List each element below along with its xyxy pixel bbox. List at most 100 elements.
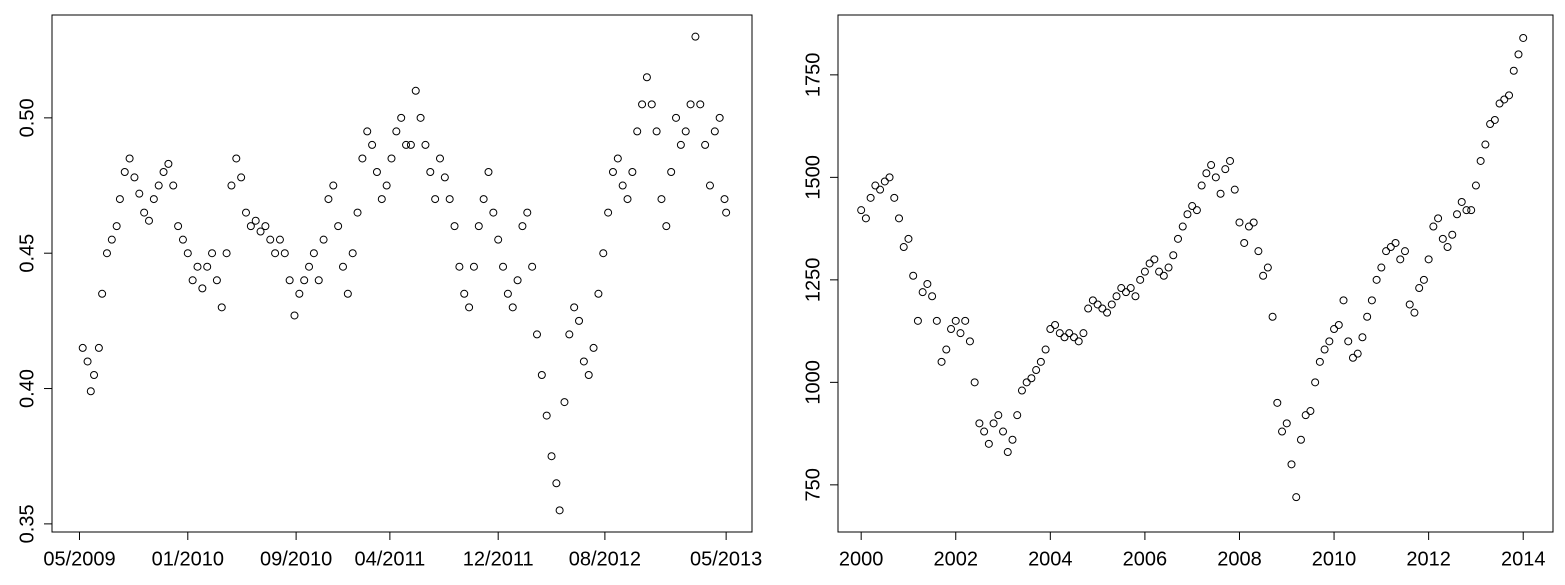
point — [159, 167, 168, 176]
point — [107, 235, 116, 244]
point — [1438, 234, 1447, 243]
point — [397, 113, 406, 122]
point — [584, 371, 593, 380]
point — [528, 262, 537, 271]
x-tick-label: 2002 — [933, 548, 978, 570]
point — [1003, 448, 1012, 457]
point — [280, 249, 289, 258]
point — [1372, 275, 1381, 284]
point — [102, 249, 111, 258]
point — [1022, 378, 1031, 387]
point — [212, 276, 221, 285]
point — [508, 303, 517, 312]
point — [406, 140, 415, 149]
point — [880, 177, 889, 186]
point — [1344, 337, 1353, 346]
point — [965, 337, 974, 346]
point — [1339, 296, 1348, 305]
point — [579, 357, 588, 366]
point — [94, 343, 103, 352]
point — [261, 222, 270, 231]
point — [1263, 263, 1272, 272]
x-tick-label: 2004 — [1028, 548, 1073, 570]
point — [876, 185, 885, 194]
point — [1098, 304, 1107, 313]
point — [1476, 156, 1485, 165]
point — [387, 154, 396, 163]
point — [377, 195, 386, 204]
point — [1145, 259, 1154, 268]
point — [676, 140, 685, 149]
point — [542, 411, 551, 420]
point — [271, 249, 280, 258]
point — [1500, 95, 1509, 104]
point — [890, 193, 899, 202]
point — [1107, 300, 1116, 309]
point — [363, 127, 372, 136]
point — [1188, 202, 1197, 211]
point — [1051, 320, 1060, 329]
point — [494, 235, 503, 244]
point — [1519, 33, 1528, 42]
point — [450, 222, 459, 231]
point — [1505, 91, 1514, 100]
x-tick-label: 04/2011 — [354, 548, 425, 570]
point — [513, 276, 522, 285]
point — [1017, 386, 1026, 395]
point — [1315, 357, 1324, 366]
point — [1169, 251, 1178, 260]
point — [1060, 333, 1069, 342]
point — [232, 154, 241, 163]
point — [193, 262, 202, 271]
point — [547, 452, 556, 461]
point — [275, 235, 284, 244]
point — [947, 325, 956, 334]
point — [1211, 173, 1220, 182]
point — [1240, 238, 1249, 247]
point — [994, 411, 1003, 420]
point — [1055, 329, 1064, 338]
x-tick-label: 2014 — [1501, 548, 1546, 570]
point — [1457, 197, 1466, 206]
point — [1405, 300, 1414, 309]
point — [909, 271, 918, 280]
point — [1311, 378, 1320, 387]
y-tick-label: 1250 — [802, 258, 824, 303]
point — [469, 262, 478, 271]
point — [715, 113, 724, 122]
point — [479, 195, 488, 204]
point — [937, 357, 946, 366]
point — [421, 140, 430, 149]
y-tick-label: 1750 — [802, 53, 824, 98]
point — [285, 276, 294, 285]
point — [178, 235, 187, 244]
point — [1467, 206, 1476, 215]
point — [1074, 337, 1083, 346]
point — [1226, 156, 1235, 165]
point — [90, 371, 99, 380]
point — [465, 303, 474, 312]
point — [913, 316, 922, 325]
point — [1410, 308, 1419, 317]
point — [208, 249, 217, 258]
point — [1334, 320, 1343, 329]
point — [217, 303, 226, 312]
point — [169, 181, 178, 190]
point — [613, 154, 622, 163]
point — [532, 330, 541, 339]
x-tick-label: 2008 — [1217, 548, 1262, 570]
point — [1306, 407, 1315, 416]
point — [899, 243, 908, 252]
point — [1509, 66, 1518, 75]
point — [338, 262, 347, 271]
point — [594, 289, 603, 298]
point — [290, 311, 299, 320]
point — [300, 276, 309, 285]
point — [499, 262, 508, 271]
point — [1259, 271, 1268, 280]
point — [1069, 333, 1078, 342]
point — [120, 167, 129, 176]
point — [638, 100, 647, 109]
point — [989, 419, 998, 428]
point — [1471, 181, 1480, 190]
